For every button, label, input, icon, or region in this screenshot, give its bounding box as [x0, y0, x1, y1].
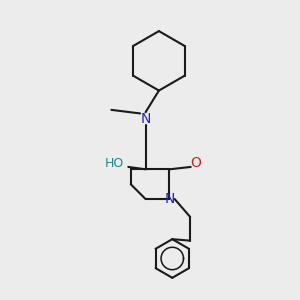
Text: N: N [140, 112, 151, 126]
Text: HO: HO [105, 157, 124, 170]
Text: N: N [164, 192, 175, 206]
Text: O: O [190, 156, 202, 170]
